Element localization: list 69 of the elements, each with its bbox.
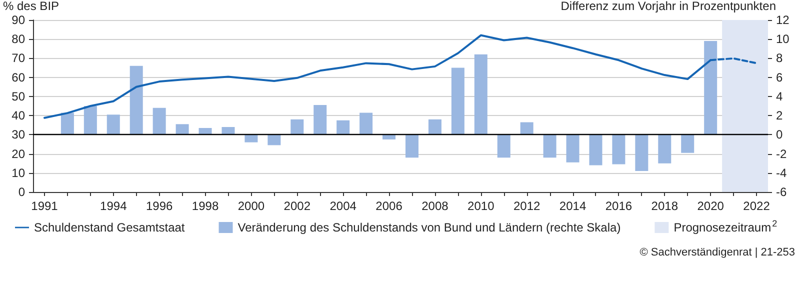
bar <box>84 106 97 135</box>
bar <box>520 122 534 135</box>
bar <box>360 112 373 135</box>
bar <box>130 66 143 135</box>
y2-tick-label: -6 <box>776 185 787 199</box>
y2-tick-label: 0 <box>776 128 783 142</box>
bar <box>268 134 281 146</box>
bar <box>704 41 718 135</box>
y2-tick-label: -2 <box>776 146 787 161</box>
text: © Sachverständigenrat | 21-253 <box>640 246 796 258</box>
bar <box>222 127 235 135</box>
x-tick-label: 2008 <box>422 199 449 213</box>
x-tick-label: 2022 <box>743 199 770 213</box>
y2-tick-label: 2 <box>776 108 783 123</box>
y-tick-label: 40 <box>12 108 26 123</box>
y-tick-label: 60 <box>12 70 26 84</box>
y2-tick-label: 12 <box>776 13 790 27</box>
x-tick-label: 2010 <box>468 199 495 213</box>
x-tick-label: 2020 <box>697 199 724 213</box>
y-tick-label: 50 <box>12 89 26 104</box>
legend-label: Veränderung des Schuldenstands von Bund und Ländern (rechte Skala) <box>238 220 621 234</box>
bar <box>336 120 350 135</box>
bar <box>635 134 648 171</box>
x-tick-label: 2014 <box>559 199 586 213</box>
y-axis-title: % des BIP <box>3 0 60 13</box>
x-tick-label: 2018 <box>651 199 678 213</box>
y-tick-label: 20 <box>12 146 26 161</box>
bar <box>474 54 488 135</box>
x-tick-label: 2006 <box>376 199 403 213</box>
bar <box>314 105 327 135</box>
bar <box>428 119 442 135</box>
legend-label: Schuldenstand Gesamtstaat <box>34 220 186 234</box>
bar <box>106 114 120 135</box>
bar <box>152 108 166 135</box>
bar <box>405 134 418 158</box>
x-tick-label: 2016 <box>605 199 632 213</box>
bar <box>681 134 694 153</box>
x-tick-label: 2012 <box>513 199 540 213</box>
x-tick-label: 2004 <box>330 199 357 213</box>
bar <box>497 134 510 158</box>
bar <box>612 134 626 164</box>
bar <box>589 134 602 166</box>
x-tick-label: 2000 <box>238 199 265 213</box>
x-tick-label: 2002 <box>284 199 311 213</box>
y2-tick-label: 8 <box>776 51 783 66</box>
bar <box>658 134 672 164</box>
y2-tick-label: 10 <box>776 32 790 46</box>
y-tick-label: 0 <box>18 185 26 199</box>
x-tick-label: 1994 <box>100 199 128 213</box>
y-tick-label: 10 <box>12 166 26 180</box>
bar <box>543 134 556 158</box>
y2-axis-title: Differenz zum Vorjahr in Prozentpunkten <box>560 0 776 13</box>
x-tick-label: 1991 <box>31 199 58 213</box>
bar <box>290 119 304 135</box>
bar <box>60 112 74 135</box>
bar <box>198 128 212 135</box>
y-tick-label: 80 <box>12 32 26 46</box>
bar <box>176 124 189 135</box>
x-tick-label: 1996 <box>146 199 173 213</box>
bar <box>566 134 580 162</box>
y-tick-label: 30 <box>12 128 26 142</box>
y2-tick-label: -4 <box>776 166 787 180</box>
x-tick-label: 1998 <box>192 199 219 213</box>
y-tick-label: 70 <box>12 51 26 66</box>
y2-tick-label: 6 <box>776 70 783 84</box>
bar <box>244 134 258 142</box>
bar <box>451 68 464 135</box>
y-tick-label: 90 <box>12 13 26 27</box>
y2-tick-label: 4 <box>776 89 783 104</box>
